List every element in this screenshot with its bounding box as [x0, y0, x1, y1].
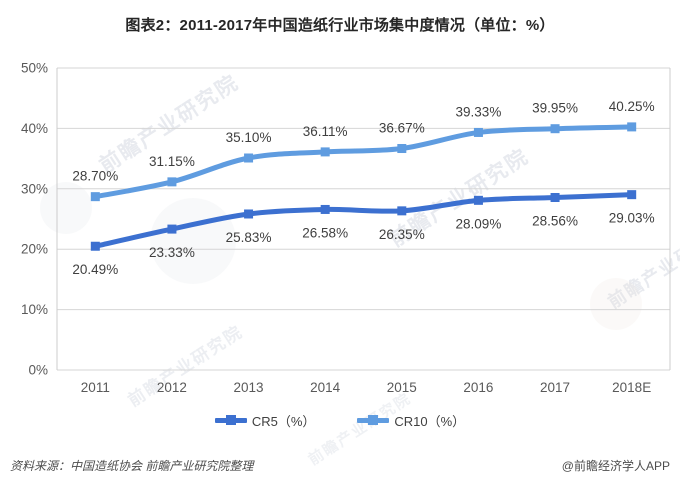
series-marker-cr5 [167, 224, 177, 234]
y-tick-label: 0% [28, 363, 48, 378]
data-label: 23.33% [149, 245, 195, 260]
series-marker-cr10 [627, 122, 637, 132]
x-tick-label: 2013 [234, 380, 264, 395]
data-label: 35.10% [226, 130, 272, 145]
legend-item-cr10: CR10（%） [357, 411, 465, 430]
series-marker-cr10 [167, 177, 177, 187]
data-label: 40.25% [609, 99, 655, 114]
data-label: 25.83% [226, 230, 272, 245]
source-note: 资料来源：中国造纸协会 前瞻产业研究院整理 [10, 458, 254, 473]
legend-label: CR10（%） [394, 413, 466, 429]
series-marker-cr5 [320, 204, 330, 214]
data-label: 28.09% [456, 216, 502, 231]
y-tick-label: 40% [21, 121, 48, 136]
x-tick-label: 2015 [387, 380, 417, 395]
y-tick-label: 10% [21, 302, 48, 317]
chart-title: 图表2：2011-2017年中国造纸行业市场集中度情况（单位：%） [125, 17, 555, 34]
chart-canvas: 0% 10% 20% 30% 40% 50% 2011 2012 2013 2014 2015 201… [21, 61, 671, 395]
series-marker-cr5 [473, 195, 483, 205]
data-label: 29.03% [609, 211, 655, 226]
series-marker-cr10 [397, 144, 407, 154]
series-marker-cr5 [90, 241, 100, 251]
data-label: 36.11% [303, 124, 348, 139]
y-tick-label: 30% [21, 181, 48, 196]
series-marker-cr10 [550, 124, 560, 134]
credit-note: @前瞻经济学人APP [561, 458, 670, 473]
x-tick-label: 2014 [310, 380, 341, 395]
y-tick-label: 20% [21, 242, 48, 257]
x-tick-label: 2017 [540, 380, 570, 395]
series-line-cr5 [94, 192, 632, 249]
series-line-cr10 [94, 124, 632, 200]
data-label: 36.67% [379, 121, 425, 136]
series-marker-cr5 [627, 190, 637, 200]
chart-footer: 资料来源：中国造纸协会 前瞻产业研究院整理 @前瞻经济学人APP [0, 453, 680, 477]
x-tick-label: 2016 [463, 380, 493, 395]
data-label: 26.35% [379, 227, 425, 242]
series-marker-cr10 [244, 153, 254, 163]
data-label: 28.70% [72, 169, 118, 184]
legend-label: CR5（%） [251, 413, 316, 429]
series-marker-cr10 [90, 192, 100, 202]
data-label: 28.56% [532, 213, 578, 228]
series-marker-cr10 [473, 127, 483, 137]
data-label: 39.33% [456, 104, 502, 119]
data-label: 26.58% [302, 225, 348, 240]
x-tick-label: 2011 [81, 380, 110, 395]
legend-item-cr5: CR5（%） [214, 411, 316, 430]
data-label: 31.15% [149, 154, 195, 169]
legend-line-marker-icon [214, 415, 247, 425]
legend-line-marker-icon [357, 415, 390, 425]
series-marker-cr5 [397, 206, 407, 216]
x-tick-label: 2018E [612, 380, 651, 395]
chart-legend: CR5（%） CR10（%） [0, 407, 680, 433]
series-marker-cr5 [244, 209, 254, 219]
y-tick-label: 50% [21, 61, 48, 76]
x-tick-label: 2012 [157, 380, 187, 395]
series-marker-cr5 [550, 192, 560, 202]
data-label: 39.95% [532, 101, 578, 116]
series-marker-cr10 [320, 147, 330, 157]
data-label: 20.49% [72, 262, 118, 277]
